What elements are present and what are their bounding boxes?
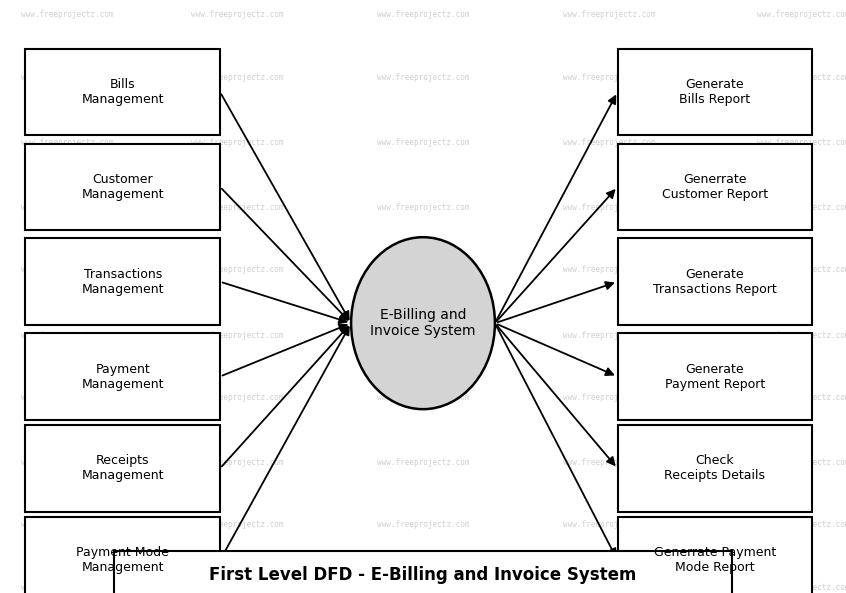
- Text: www.freeprojectz.com: www.freeprojectz.com: [376, 582, 470, 592]
- Text: www.freeprojectz.com: www.freeprojectz.com: [757, 520, 846, 530]
- Text: Generrate Payment
Mode Report: Generrate Payment Mode Report: [654, 546, 776, 575]
- Bar: [25, 144, 220, 230]
- Bar: [618, 517, 812, 593]
- Text: www.freeprojectz.com: www.freeprojectz.com: [21, 138, 114, 147]
- Ellipse shape: [351, 237, 495, 409]
- Text: www.freeprojectz.com: www.freeprojectz.com: [376, 520, 470, 530]
- Text: www.freeprojectz.com: www.freeprojectz.com: [376, 138, 470, 147]
- Text: Payment
Management: Payment Management: [81, 362, 164, 391]
- Text: www.freeprojectz.com: www.freeprojectz.com: [563, 138, 656, 147]
- Text: www.freeprojectz.com: www.freeprojectz.com: [563, 265, 656, 275]
- Bar: [618, 238, 812, 325]
- Bar: [618, 425, 812, 512]
- Text: www.freeprojectz.com: www.freeprojectz.com: [21, 582, 114, 592]
- Text: www.freeprojectz.com: www.freeprojectz.com: [190, 520, 283, 530]
- Bar: [25, 333, 220, 420]
- Text: www.freeprojectz.com: www.freeprojectz.com: [757, 72, 846, 82]
- Text: Generate
Bills Report: Generate Bills Report: [679, 78, 750, 106]
- Text: www.freeprojectz.com: www.freeprojectz.com: [563, 582, 656, 592]
- Text: www.freeprojectz.com: www.freeprojectz.com: [190, 458, 283, 467]
- Text: www.freeprojectz.com: www.freeprojectz.com: [757, 330, 846, 340]
- Text: www.freeprojectz.com: www.freeprojectz.com: [190, 203, 283, 212]
- Bar: [618, 49, 812, 135]
- Text: www.freeprojectz.com: www.freeprojectz.com: [563, 72, 656, 82]
- Text: www.freeprojectz.com: www.freeprojectz.com: [190, 265, 283, 275]
- Bar: [25, 49, 220, 135]
- Text: www.freeprojectz.com: www.freeprojectz.com: [21, 10, 114, 20]
- Bar: [25, 425, 220, 512]
- Text: Check
Receipts Details: Check Receipts Details: [664, 454, 766, 483]
- Text: First Level DFD - E-Billing and Invoice System: First Level DFD - E-Billing and Invoice …: [209, 566, 637, 584]
- Text: www.freeprojectz.com: www.freeprojectz.com: [190, 330, 283, 340]
- Text: www.freeprojectz.com: www.freeprojectz.com: [376, 330, 470, 340]
- Text: E-Billing and
Invoice System: E-Billing and Invoice System: [371, 308, 475, 338]
- Text: www.freeprojectz.com: www.freeprojectz.com: [21, 265, 114, 275]
- Text: www.freeprojectz.com: www.freeprojectz.com: [563, 330, 656, 340]
- Text: www.freeprojectz.com: www.freeprojectz.com: [21, 203, 114, 212]
- Text: www.freeprojectz.com: www.freeprojectz.com: [563, 203, 656, 212]
- Text: www.freeprojectz.com: www.freeprojectz.com: [563, 520, 656, 530]
- Text: www.freeprojectz.com: www.freeprojectz.com: [21, 330, 114, 340]
- Text: www.freeprojectz.com: www.freeprojectz.com: [376, 10, 470, 20]
- Text: www.freeprojectz.com: www.freeprojectz.com: [376, 72, 470, 82]
- Text: www.freeprojectz.com: www.freeprojectz.com: [376, 203, 470, 212]
- Text: www.freeprojectz.com: www.freeprojectz.com: [190, 393, 283, 402]
- Text: www.freeprojectz.com: www.freeprojectz.com: [376, 393, 470, 402]
- Bar: [114, 551, 732, 593]
- Text: Generrate
Customer Report: Generrate Customer Report: [662, 173, 768, 201]
- Text: Receipts
Management: Receipts Management: [81, 454, 164, 483]
- Text: www.freeprojectz.com: www.freeprojectz.com: [757, 458, 846, 467]
- Text: www.freeprojectz.com: www.freeprojectz.com: [21, 393, 114, 402]
- Bar: [618, 144, 812, 230]
- Text: www.freeprojectz.com: www.freeprojectz.com: [190, 138, 283, 147]
- Text: Bills
Management: Bills Management: [81, 78, 164, 106]
- Bar: [25, 238, 220, 325]
- Text: Generate
Payment Report: Generate Payment Report: [665, 362, 765, 391]
- Bar: [618, 333, 812, 420]
- Text: www.freeprojectz.com: www.freeprojectz.com: [190, 582, 283, 592]
- Text: www.freeprojectz.com: www.freeprojectz.com: [190, 72, 283, 82]
- Text: Customer
Management: Customer Management: [81, 173, 164, 201]
- Text: www.freeprojectz.com: www.freeprojectz.com: [757, 10, 846, 20]
- Text: www.freeprojectz.com: www.freeprojectz.com: [757, 203, 846, 212]
- Text: www.freeprojectz.com: www.freeprojectz.com: [21, 458, 114, 467]
- Text: www.freeprojectz.com: www.freeprojectz.com: [757, 393, 846, 402]
- Text: www.freeprojectz.com: www.freeprojectz.com: [757, 138, 846, 147]
- Text: www.freeprojectz.com: www.freeprojectz.com: [21, 72, 114, 82]
- Bar: [25, 517, 220, 593]
- Text: www.freeprojectz.com: www.freeprojectz.com: [190, 10, 283, 20]
- Text: www.freeprojectz.com: www.freeprojectz.com: [563, 10, 656, 20]
- Text: www.freeprojectz.com: www.freeprojectz.com: [563, 458, 656, 467]
- Text: Generate
Transactions Report: Generate Transactions Report: [653, 267, 777, 296]
- Text: Transactions
Management: Transactions Management: [81, 267, 164, 296]
- Text: www.freeprojectz.com: www.freeprojectz.com: [376, 458, 470, 467]
- Text: www.freeprojectz.com: www.freeprojectz.com: [563, 393, 656, 402]
- Text: www.freeprojectz.com: www.freeprojectz.com: [376, 265, 470, 275]
- Text: Payment Mode
Management: Payment Mode Management: [76, 546, 169, 575]
- Text: www.freeprojectz.com: www.freeprojectz.com: [757, 582, 846, 592]
- Text: www.freeprojectz.com: www.freeprojectz.com: [757, 265, 846, 275]
- Text: www.freeprojectz.com: www.freeprojectz.com: [21, 520, 114, 530]
